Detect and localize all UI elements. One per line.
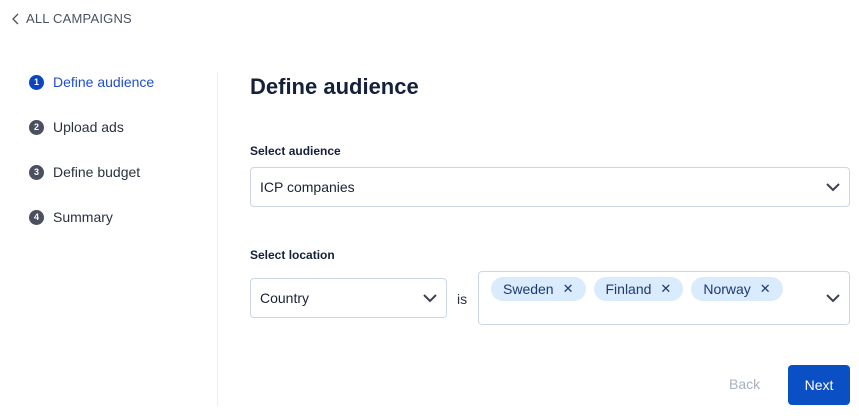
step-number: 2 <box>29 119 44 135</box>
step-upload-ads[interactable]: 2 Upload ads <box>29 119 124 135</box>
locations-multiselect[interactable]: Sweden ✕ Finland ✕ Norway ✕ <box>478 271 850 325</box>
remove-tag-icon[interactable]: ✕ <box>759 281 771 296</box>
operator-label: is <box>457 291 468 307</box>
step-number: 4 <box>29 209 44 225</box>
step-summary[interactable]: 4 Summary <box>29 209 113 225</box>
next-button[interactable]: Next <box>788 365 850 405</box>
sidebar-divider <box>217 72 218 406</box>
step-define-audience[interactable]: 1 Define audience <box>29 74 154 90</box>
step-number: 1 <box>29 74 44 90</box>
select-location-label: Select location <box>250 248 335 262</box>
audience-select[interactable]: ICP companies <box>250 167 850 207</box>
location-tag: Finland ✕ <box>593 277 684 301</box>
tag-label: Norway <box>703 281 751 297</box>
page-title: Define audience <box>250 74 419 99</box>
step-label: Define audience <box>53 74 155 90</box>
step-label: Upload ads <box>53 119 124 135</box>
location-type-select[interactable]: Country <box>250 278 447 318</box>
audience-value: ICP companies <box>260 179 355 195</box>
chevron-down-icon <box>826 294 840 303</box>
select-audience-label: Select audience <box>250 144 341 158</box>
all-campaigns-link[interactable]: ALL CAMPAIGNS <box>12 11 132 26</box>
step-number: 3 <box>29 164 44 180</box>
chevron-down-icon <box>423 294 437 303</box>
location-tag: Norway ✕ <box>691 277 783 301</box>
remove-tag-icon[interactable]: ✕ <box>562 281 574 296</box>
back-button[interactable]: Back <box>729 376 761 392</box>
remove-tag-icon[interactable]: ✕ <box>660 281 672 296</box>
chevron-left-icon <box>12 13 19 24</box>
all-campaigns-label: ALL CAMPAIGNS <box>26 11 132 26</box>
step-label: Summary <box>53 209 113 225</box>
tag-label: Sweden <box>503 281 554 297</box>
step-define-budget[interactable]: 3 Define budget <box>29 164 140 180</box>
chevron-down-icon <box>826 183 840 192</box>
location-tag: Sweden ✕ <box>491 277 586 301</box>
step-label: Define budget <box>53 164 141 180</box>
location-type-value: Country <box>260 290 310 306</box>
tag-label: Finland <box>605 281 652 297</box>
